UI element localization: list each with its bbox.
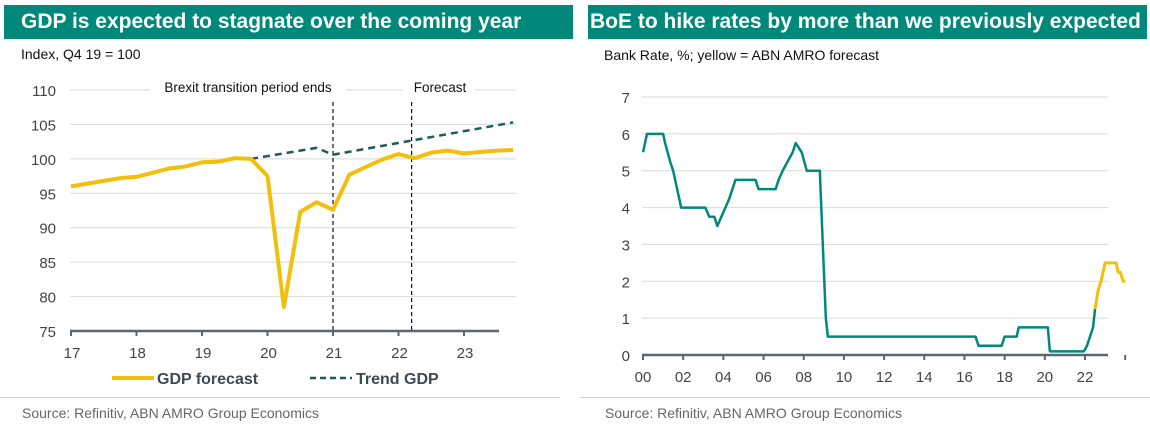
trend-gdp-line	[250, 121, 514, 161]
gdp-forecast-line	[70, 147, 514, 309]
annotation-forecast: Forecast	[414, 80, 467, 95]
annotation-bg	[150, 78, 346, 98]
gdp-chart: 75 80 85 90 95 100 105 110 Brexit transition per…	[31, 78, 516, 388]
divider	[0, 397, 560, 398]
boe-chart-subtitle: Bank Rate, %; yellow = ABN AMRO forecast	[604, 47, 880, 63]
legend-gdp-label: GDP forecast	[157, 371, 259, 388]
y-tick-label: 95	[39, 186, 56, 203]
boe-chart-source: Source: Refinitiv, ABN AMRO Group Econom…	[605, 405, 902, 421]
y-tick-label: 90	[39, 221, 56, 238]
y-tick-label: 80	[39, 290, 56, 307]
x-tick-label: 19	[195, 345, 212, 362]
x-tick-label: 17	[64, 345, 81, 362]
boe-chart-panel: BoE to hike rates by more than we previo…	[580, 0, 1150, 433]
legend-trend-label: Trend GDP	[356, 371, 439, 388]
y-tick-label: 100	[31, 152, 56, 169]
boe-chart-title: BoE to hike rates by more than we previo…	[588, 5, 1147, 39]
gdp-chart-source: Source: Refinitiv, ABN AMRO Group Econom…	[22, 405, 319, 421]
annotation-brexit: Brexit transition period ends	[164, 80, 332, 95]
y-tick-label: 105	[31, 117, 56, 134]
x-tick-label: 23	[457, 345, 474, 362]
x-tick-label: 18	[129, 345, 146, 362]
x-tick-label: 22	[391, 345, 408, 362]
gdp-chart-panel: GDP is expected to stagnate over the com…	[0, 0, 573, 433]
x-tick-label: 21	[326, 345, 343, 362]
y-tick-label: 110	[32, 83, 56, 100]
divider	[580, 397, 1150, 398]
annotation-bg	[403, 78, 475, 98]
x-tick-label: 20	[260, 345, 277, 362]
y-tick-label: 75	[39, 324, 56, 341]
y-tick-label: 85	[39, 255, 56, 272]
gdp-chart-subtitle: Index, Q4 19 = 100	[21, 46, 141, 62]
gdp-chart-title: GDP is expected to stagnate over the com…	[4, 5, 573, 39]
